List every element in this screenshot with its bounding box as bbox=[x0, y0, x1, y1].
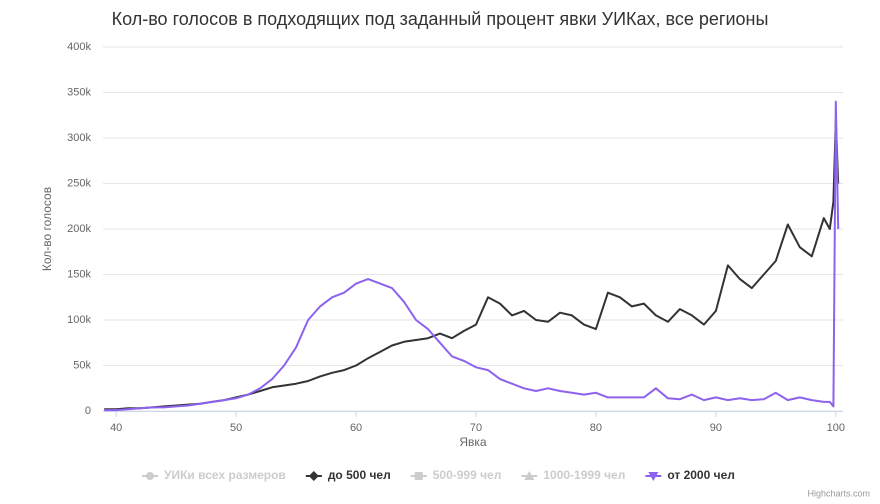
chart-title: Кол-во голосов в подходящих под заданный… bbox=[112, 9, 769, 29]
x-tick-label: 60 bbox=[350, 422, 362, 434]
legend-label: 500-999 чел bbox=[433, 468, 502, 482]
legend-item[interactable]: 1000-1999 чел bbox=[521, 468, 625, 482]
y-tick-label: 400k bbox=[67, 41, 91, 53]
legend-item[interactable]: от 2000 чел bbox=[645, 468, 735, 482]
series-line bbox=[104, 100, 840, 412]
legend-marker bbox=[524, 471, 535, 480]
legend-label: УИКи всех размеров bbox=[164, 468, 286, 482]
x-tick-label: 100 bbox=[827, 422, 845, 434]
y-tick-label: 350k bbox=[67, 86, 91, 98]
legend-label: до 500 чел bbox=[328, 468, 391, 482]
y-tick-label: 150k bbox=[67, 268, 91, 280]
legend-marker bbox=[648, 472, 659, 481]
y-tick-label: 250k bbox=[67, 177, 91, 189]
x-tick-label: 90 bbox=[710, 422, 722, 434]
legend-marker bbox=[414, 472, 423, 480]
y-axis-title: Кол-во голосов bbox=[40, 187, 54, 271]
legend-label: от 2000 чел bbox=[667, 468, 735, 482]
x-tick-label: 80 bbox=[590, 422, 602, 434]
legend-item[interactable]: УИКи всех размеров bbox=[142, 468, 286, 482]
x-tick-label: 70 bbox=[470, 422, 482, 434]
x-tick-label: 40 bbox=[110, 422, 122, 434]
legend-item[interactable]: до 500 чел bbox=[305, 468, 391, 482]
x-tick-label: 50 bbox=[230, 422, 242, 434]
credits[interactable]: Highcharts.com bbox=[807, 488, 870, 498]
y-tick-label: 0 bbox=[85, 405, 91, 417]
legend-marker bbox=[146, 472, 154, 480]
y-tick-label: 100k bbox=[67, 314, 91, 326]
y-tick-label: 300k bbox=[67, 132, 91, 144]
legend-item[interactable]: 500-999 чел bbox=[410, 468, 502, 482]
legend-label: 1000-1999 чел bbox=[543, 468, 625, 482]
legend-marker bbox=[308, 471, 319, 481]
x-axis-title: Явка bbox=[459, 435, 487, 449]
y-tick-label: 50k bbox=[73, 359, 91, 371]
y-tick-label: 200k bbox=[67, 223, 91, 235]
